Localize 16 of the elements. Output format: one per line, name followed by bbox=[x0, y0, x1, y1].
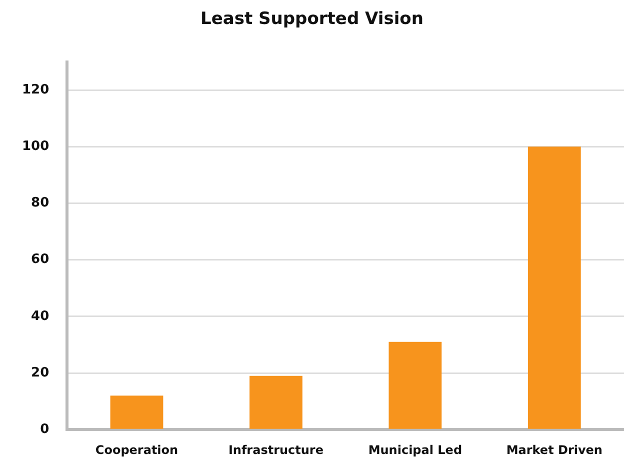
bar bbox=[250, 376, 302, 429]
bar bbox=[110, 396, 164, 429]
bar bbox=[528, 146, 581, 429]
x-tick-label: Municipal Led bbox=[368, 442, 462, 457]
y-tick-label: 120 bbox=[22, 82, 50, 98]
x-tick-label: Infrastructure bbox=[228, 442, 324, 457]
x-tick-label: Cooperation bbox=[95, 442, 178, 457]
y-tick-label: 80 bbox=[31, 196, 50, 211]
y-tick-label: 40 bbox=[31, 308, 50, 324]
y-tick-label: 0 bbox=[40, 422, 50, 437]
y-tick-label: 60 bbox=[31, 252, 50, 268]
x-tick-label: Market Driven bbox=[506, 442, 602, 457]
y-tick-label: 20 bbox=[31, 365, 50, 380]
y-tick-label: 100 bbox=[22, 139, 50, 154]
chart-title: Least Supported Vision bbox=[200, 8, 424, 31]
bar bbox=[388, 342, 442, 429]
